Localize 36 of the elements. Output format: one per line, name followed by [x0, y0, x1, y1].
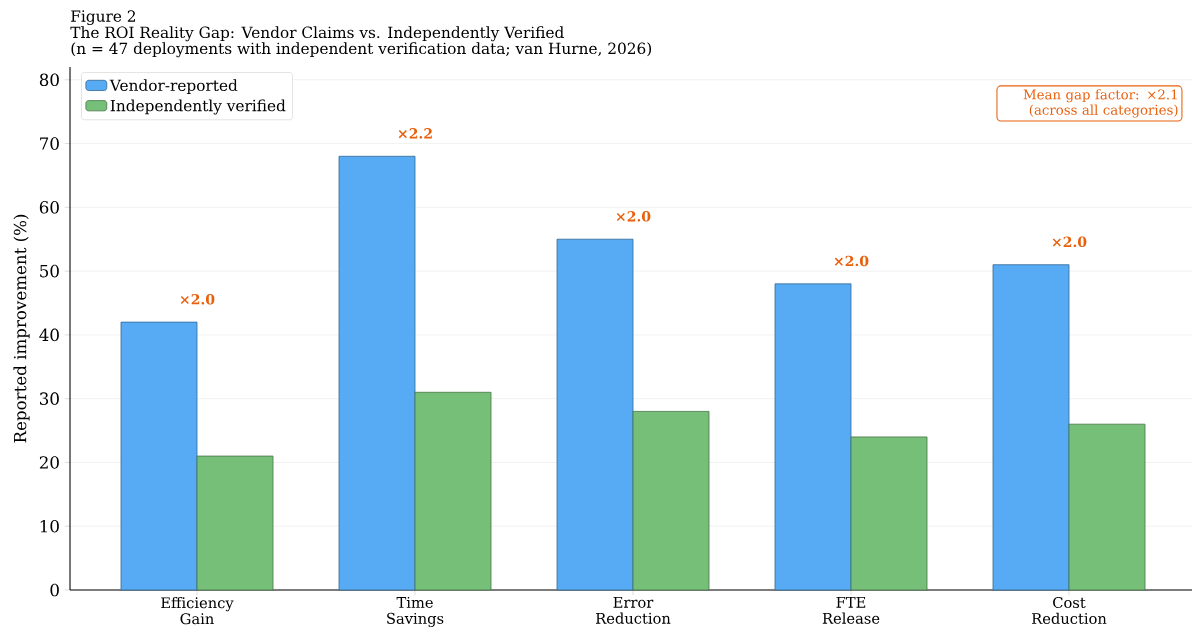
y-tick-label: 30: [40, 392, 59, 405]
bar: [556, 238, 634, 591]
y-tick-label: 0: [50, 583, 59, 597]
text: (n = 47 deployments with independent verification data; van Hurne, 2026): [71, 42, 652, 58]
bar: [774, 283, 852, 591]
y-tick-label: 70: [40, 137, 59, 150]
y-tick-label: 80: [39, 73, 59, 87]
y-tick-label: 40: [39, 328, 59, 342]
bar: [1068, 423, 1146, 591]
annotation: ×2.0: [834, 255, 869, 267]
annotation: ×2.2: [398, 128, 432, 139]
x-tick-label: Time Savings: [387, 596, 444, 627]
chart-title: Figure 2: [71, 10, 136, 26]
x-tick-label: Cost Reduction: [1032, 596, 1107, 625]
x-tick-label: Efficiency Gain: [161, 596, 234, 625]
y-tick-label: 60: [39, 201, 59, 214]
annotation: ×2.0: [1052, 236, 1087, 248]
y-tick-label: 20: [39, 456, 59, 469]
legend-label: Independently verified: [110, 99, 286, 115]
bar: [850, 436, 928, 591]
y-tick-label: 50: [40, 264, 59, 278]
bar: [196, 455, 274, 591]
chart-subtitle: The ROI Reality Gap: Vendor Claims vs. Independently Verified: [70, 26, 564, 42]
bar: [632, 411, 710, 591]
annotation: ×2.0: [180, 293, 215, 305]
annotation: ×2.0: [616, 211, 651, 222]
bar: [120, 321, 198, 591]
bar: [338, 155, 416, 591]
legend-label: Vendor-reported: [109, 79, 238, 94]
y-axis-title: Reported improvement (%): [13, 214, 30, 443]
annotation: Mean gap factor: ×2.1 (across all categories): [1023, 89, 1178, 118]
x-tick-label: FTE Release: [822, 596, 880, 624]
y-tick-label: 10: [40, 519, 59, 533]
bar: [414, 391, 492, 591]
bar: [992, 264, 1070, 591]
x-tick-label: Error Reduction: [596, 596, 671, 624]
